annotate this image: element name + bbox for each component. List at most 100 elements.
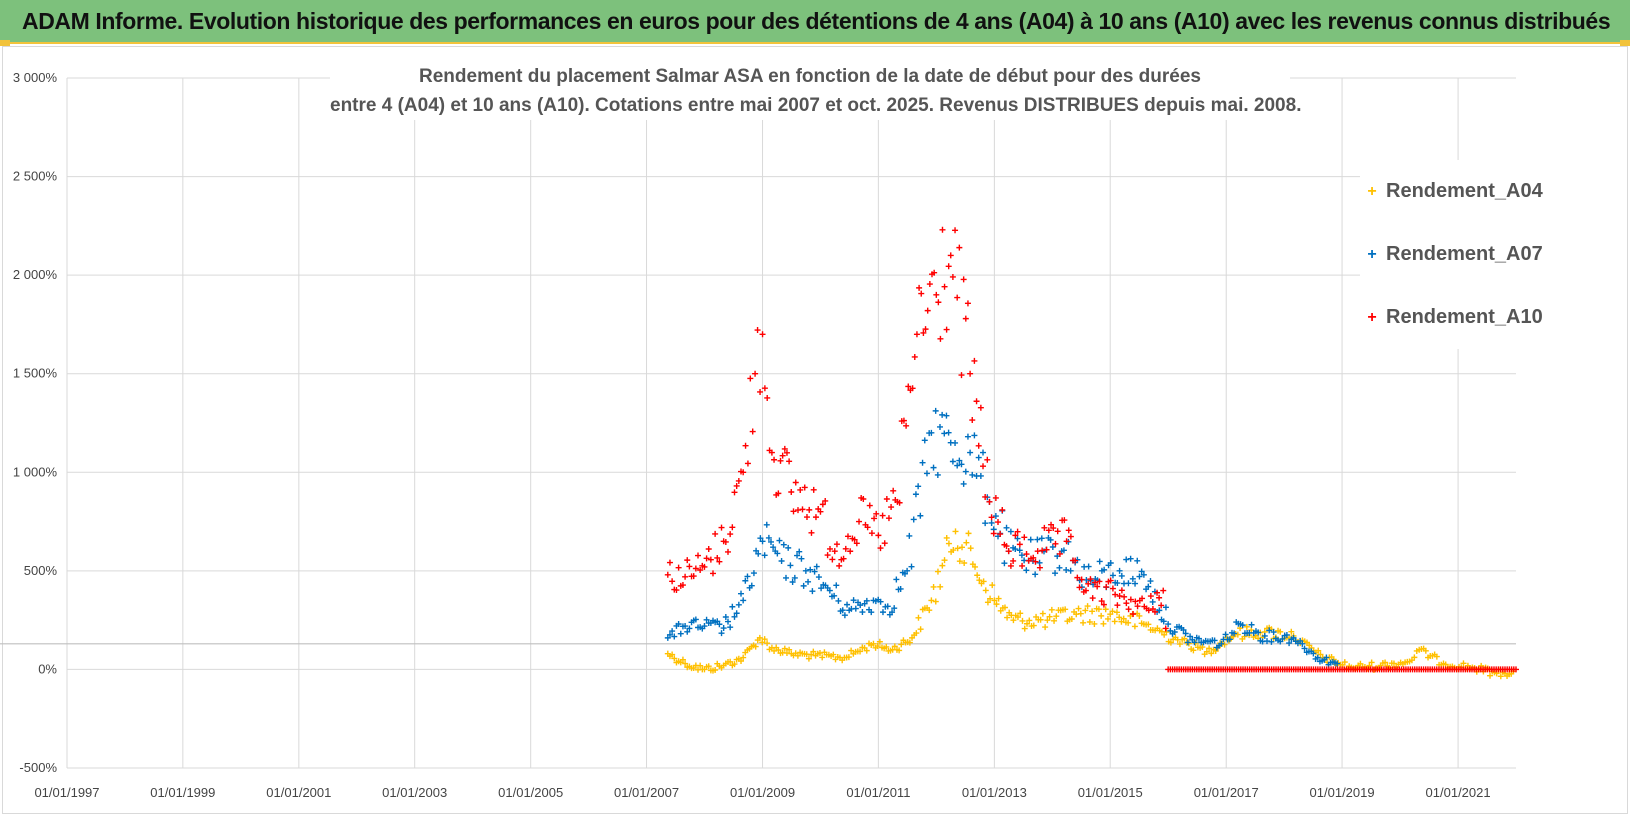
series-marker	[842, 545, 849, 552]
data-point	[740, 469, 747, 476]
data-point	[664, 571, 671, 578]
y-tick-label: 2 500%	[13, 169, 58, 184]
series-marker	[1076, 584, 1083, 591]
series-marker	[797, 486, 804, 493]
series-marker	[795, 507, 801, 514]
series-marker	[984, 599, 991, 606]
series-marker	[988, 514, 995, 521]
series-marker	[684, 628, 691, 635]
series-marker	[1034, 536, 1041, 543]
data-point	[831, 548, 838, 555]
series-marker	[1382, 659, 1389, 666]
series-marker	[1007, 528, 1014, 535]
legend-item-a07: + Rendement_A07	[1360, 223, 1550, 286]
series-marker	[1185, 640, 1192, 647]
series-marker	[671, 655, 678, 662]
series-marker	[1118, 587, 1125, 594]
series-marker	[1056, 564, 1063, 571]
series-marker	[1154, 589, 1161, 596]
series-marker	[847, 548, 854, 555]
series-marker	[952, 227, 959, 234]
data-point	[1140, 571, 1147, 578]
series-marker	[679, 582, 686, 589]
series-marker	[774, 550, 781, 557]
series-marker	[905, 383, 912, 390]
series-marker	[1109, 572, 1116, 579]
series-marker	[1050, 525, 1057, 532]
series-marker	[975, 454, 982, 461]
series-marker	[918, 290, 925, 297]
series-marker	[992, 513, 999, 520]
series-marker	[1163, 629, 1170, 636]
series-marker	[1145, 621, 1152, 628]
series-marker	[812, 514, 819, 521]
series-marker	[868, 609, 875, 616]
series-marker	[1162, 625, 1169, 632]
series-marker	[936, 423, 943, 430]
legend-marker-a10: +	[1367, 308, 1377, 326]
data-point	[802, 567, 809, 574]
series-marker	[742, 577, 749, 584]
data-point	[1145, 607, 1152, 614]
series-marker	[705, 663, 712, 670]
data-point	[1290, 634, 1297, 641]
series-marker	[761, 385, 768, 392]
series-marker	[684, 557, 691, 564]
data-point	[884, 603, 891, 610]
series-marker	[1039, 547, 1046, 554]
series-marker	[1030, 554, 1037, 561]
series-marker	[874, 643, 881, 650]
series-marker	[939, 562, 946, 569]
series-marker	[939, 411, 946, 418]
series-marker	[686, 563, 693, 570]
series-marker	[877, 598, 884, 605]
series-marker	[916, 284, 923, 291]
series-marker	[1061, 517, 1068, 524]
series-marker	[952, 439, 959, 446]
series-marker	[1038, 535, 1045, 542]
series-marker	[1231, 630, 1238, 637]
series-marker	[826, 545, 833, 552]
series-marker	[1086, 619, 1093, 626]
series-marker	[1048, 606, 1055, 613]
series-marker	[980, 578, 987, 585]
series-marker	[980, 463, 987, 470]
series-marker	[677, 630, 684, 637]
x-tick-label: 01/01/2011	[846, 785, 910, 800]
series-marker	[669, 578, 676, 585]
series-marker	[764, 394, 771, 401]
series-marker	[1206, 645, 1213, 652]
data-point	[1116, 567, 1123, 574]
series-marker	[982, 520, 989, 527]
series-marker	[1120, 615, 1127, 622]
series-marker	[1049, 544, 1056, 551]
series-marker	[744, 460, 751, 467]
series-marker	[1136, 573, 1143, 580]
series-marker	[1357, 660, 1364, 667]
series-marker	[764, 640, 771, 647]
series-marker	[1255, 629, 1262, 636]
series-marker	[1089, 608, 1096, 615]
series-marker	[1023, 551, 1030, 558]
series-marker	[785, 544, 792, 551]
series-marker	[1341, 659, 1348, 666]
series-marker	[697, 662, 704, 669]
series-marker	[733, 610, 740, 617]
series-marker	[1129, 575, 1136, 582]
series-marker	[850, 597, 857, 604]
series-marker	[786, 646, 793, 653]
series-marker	[1016, 541, 1023, 548]
series-marker	[742, 442, 749, 449]
series-marker	[1116, 592, 1123, 599]
series-rendement-a04	[664, 528, 1517, 680]
series-marker	[783, 449, 790, 456]
series-marker	[959, 544, 966, 551]
series-marker	[974, 572, 981, 579]
series-marker	[1075, 605, 1082, 612]
series-marker	[1460, 660, 1467, 667]
series-marker	[1147, 578, 1154, 585]
series-marker	[1019, 617, 1026, 624]
series-marker	[686, 625, 693, 632]
series-marker	[727, 531, 734, 538]
series-marker	[1123, 600, 1130, 607]
